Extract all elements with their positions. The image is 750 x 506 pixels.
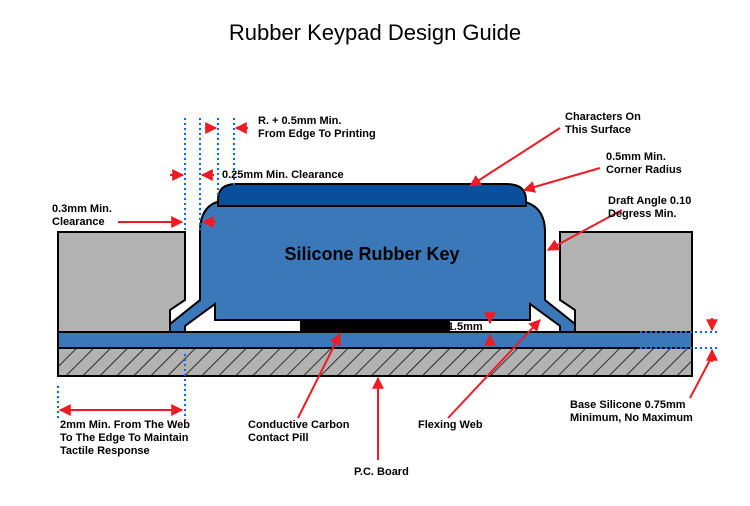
lbl-printing-edge-1: R. + 0.5mm Min. <box>258 115 341 127</box>
lbl-corner-1: 0.5mm Min. <box>606 151 666 163</box>
lbl-characters-1: Characters On <box>565 111 641 123</box>
lbl-web-3: Tactile Response <box>60 445 150 457</box>
lbl-travel: Travel .8 - 1.5mm <box>394 321 483 333</box>
lbl-pill-2: Contact Pill <box>248 432 309 444</box>
housing-right <box>560 232 692 332</box>
keypad-diagram: Rubber Keypad Design Guide <box>0 0 750 506</box>
lbl-pcb: P.C. Board <box>354 466 409 478</box>
pcb <box>58 348 692 376</box>
lbl-flexweb: Flexing Web <box>418 419 483 431</box>
lbl-clear-03-1: 0.3mm Min. <box>52 203 112 215</box>
lbl-corner-2: Corner Radius <box>606 164 682 176</box>
lbl-clear-03-2: Clearance <box>52 216 105 228</box>
lbl-base-2: Minimum, No Maximum <box>570 412 693 424</box>
page-title: Rubber Keypad Design Guide <box>229 20 521 45</box>
lbl-base-1: Base Silicone 0.75mm <box>570 399 686 411</box>
key-top-surface <box>218 184 526 206</box>
key-label: Silicone Rubber Key <box>284 244 459 264</box>
base-silicone <box>58 332 692 348</box>
lbl-printing-edge-2: From Edge To Printing <box>258 128 376 140</box>
lbl-draft-2: Degress Min. <box>608 208 676 220</box>
lbl-characters-2: This Surface <box>565 124 631 136</box>
lbl-pill-1: Conductive Carbon <box>248 419 350 431</box>
housing-left <box>58 232 185 332</box>
lbl-web-2: To The Edge To Maintain <box>60 432 189 444</box>
lbl-clear-025: 0.25mm Min. Clearance <box>222 169 344 181</box>
lbl-draft-1: Draft Angle 0.10 <box>608 195 691 207</box>
silicone-key-body <box>170 200 575 332</box>
lbl-web-1: 2mm Min. From The Web <box>60 419 190 431</box>
